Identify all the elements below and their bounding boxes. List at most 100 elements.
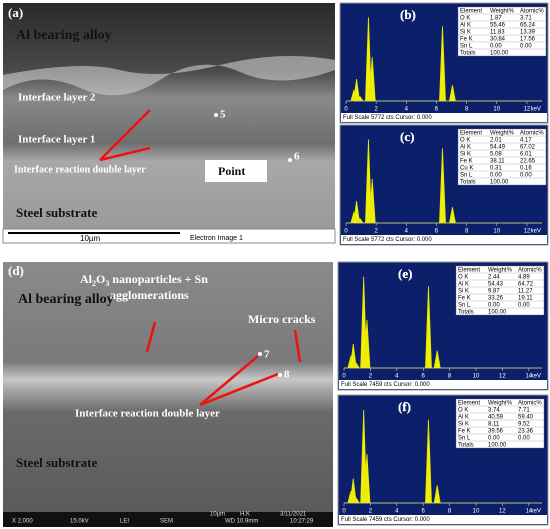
x-tick-label: 0 — [344, 229, 348, 235]
table-cell: 4.17 — [520, 137, 532, 143]
table-cell: 23.36 — [518, 428, 534, 434]
table-cell: 30.84 — [490, 36, 506, 42]
table-cell: 9.87 — [488, 288, 500, 294]
table-cell: 2.44 — [488, 274, 500, 280]
sem-info: 10:27:29 — [290, 519, 314, 525]
table-cell: Weight% — [490, 130, 515, 136]
table-cell: 0.00 — [520, 43, 532, 49]
x-axis-label: keV — [531, 229, 541, 235]
x-tick-label: 10 — [473, 509, 480, 515]
table-cell: 4.89 — [518, 274, 530, 280]
table-cell: O K — [458, 407, 468, 413]
x-tick-label: 2 — [374, 107, 378, 113]
x-tick-label: 4 — [395, 509, 399, 515]
region-label: Interface layer 2 — [18, 92, 96, 104]
table-cell: Si K — [460, 29, 471, 35]
sem-info: H.K — [240, 512, 250, 518]
x-tick-label: 0 — [342, 374, 346, 380]
table-cell: Weight% — [488, 267, 513, 273]
table-cell: Fe K — [458, 428, 471, 434]
point-label: 7 — [264, 349, 270, 361]
table-cell: 9.52 — [518, 421, 530, 427]
table-cell: Atomic% — [518, 400, 542, 406]
table-cell: 40.59 — [488, 414, 504, 420]
table-cell: Element — [458, 400, 480, 406]
arrows — [99, 109, 151, 162]
x-tick-label: 2 — [374, 229, 378, 235]
table-bg — [457, 6, 547, 57]
label-part: Al — [80, 272, 93, 286]
sem-image — [3, 262, 333, 512]
x-tick-label: 10 — [493, 107, 500, 113]
label-part: 3 — [105, 279, 109, 288]
label-part: 2 — [92, 279, 96, 288]
x-tick-label: 2 — [369, 374, 373, 380]
table-cell: 54.49 — [490, 144, 506, 150]
interface-texture — [3, 56, 335, 96]
table-cell: 100.00 — [490, 179, 509, 185]
x-tick-label: 12 — [524, 229, 531, 235]
point-label: 6 — [294, 151, 300, 163]
table-cell: 7.71 — [518, 407, 530, 413]
table-cell: Al K — [458, 414, 469, 420]
panel-label: (b) — [400, 7, 416, 22]
table-cell: 19.11 — [518, 295, 533, 301]
table-cell: 11.27 — [518, 288, 533, 294]
region-label: Steel substrate — [16, 205, 97, 220]
region-label: Micro cracks — [248, 312, 316, 326]
x-tick-label: 8 — [465, 107, 469, 113]
table-cell: Element — [460, 130, 482, 136]
table-cell: 67.02 — [520, 144, 536, 150]
table-cell: Totals — [460, 179, 476, 185]
table-cell: Weight% — [488, 400, 513, 406]
table-cell: 0.00 — [520, 172, 532, 178]
point-label: 8 — [284, 369, 290, 381]
table-cell: 55.46 — [490, 22, 506, 28]
table-cell: Element — [458, 267, 480, 273]
table-cell: Cu K — [460, 165, 473, 171]
spectrum-footer: Full Scale 7459 cts Cursor: 0.000 — [341, 517, 430, 523]
x-tick-label: 0 — [342, 509, 346, 515]
x-tick-label: 14 — [525, 509, 532, 515]
table-cell: 3.71 — [520, 15, 532, 21]
table-cell: Al K — [460, 22, 471, 28]
panel-label: (e) — [398, 266, 412, 281]
image-label: Electron Image 1 — [190, 235, 243, 242]
x-tick-label: 2 — [369, 509, 373, 515]
x-tick-label: 10 — [493, 229, 500, 235]
point-label: 5 — [220, 109, 226, 121]
table-cell: Sn L — [460, 43, 473, 49]
table-cell: 33.26 — [488, 295, 504, 301]
sem-info: X 2,000 — [12, 519, 33, 525]
sem-image — [3, 3, 335, 229]
table-cell: O K — [458, 274, 468, 280]
panel-label: (d) — [8, 263, 24, 278]
table-cell: Si K — [458, 288, 469, 294]
sem-info: LEI — [120, 519, 129, 525]
footer-bg — [341, 235, 547, 244]
table-cell: 13.39 — [520, 29, 536, 35]
table-cell: Totals — [460, 50, 476, 56]
table-cell: Al K — [458, 281, 469, 287]
sem-info: WD 10.9mm — [225, 519, 258, 525]
x-tick-label: 10 — [473, 374, 480, 380]
arrows — [145, 321, 302, 407]
region-label: Interface reaction double layer — [14, 164, 146, 175]
table-cell: Fe K — [460, 158, 473, 164]
panel-label: (f) — [398, 399, 411, 414]
table-cell: Atomic% — [520, 130, 544, 136]
table-cell: 0.00 — [490, 43, 502, 49]
x-tick-label: 4 — [405, 107, 409, 113]
footer-bg — [339, 380, 547, 389]
x-tick-label: 12 — [499, 374, 506, 380]
footer-bg — [341, 113, 547, 122]
table-cell: 2.01 — [490, 137, 502, 143]
x-axis-label: keV — [531, 107, 541, 113]
table-cell: 5.08 — [490, 151, 502, 157]
x-tick-label: 4 — [395, 374, 399, 380]
table-cell: 0.00 — [488, 435, 500, 441]
table-cell: 11.83 — [490, 29, 505, 35]
panel-label: (c) — [400, 129, 414, 144]
table-cell: Si K — [458, 421, 469, 427]
x-tick-label: 12 — [524, 107, 531, 113]
